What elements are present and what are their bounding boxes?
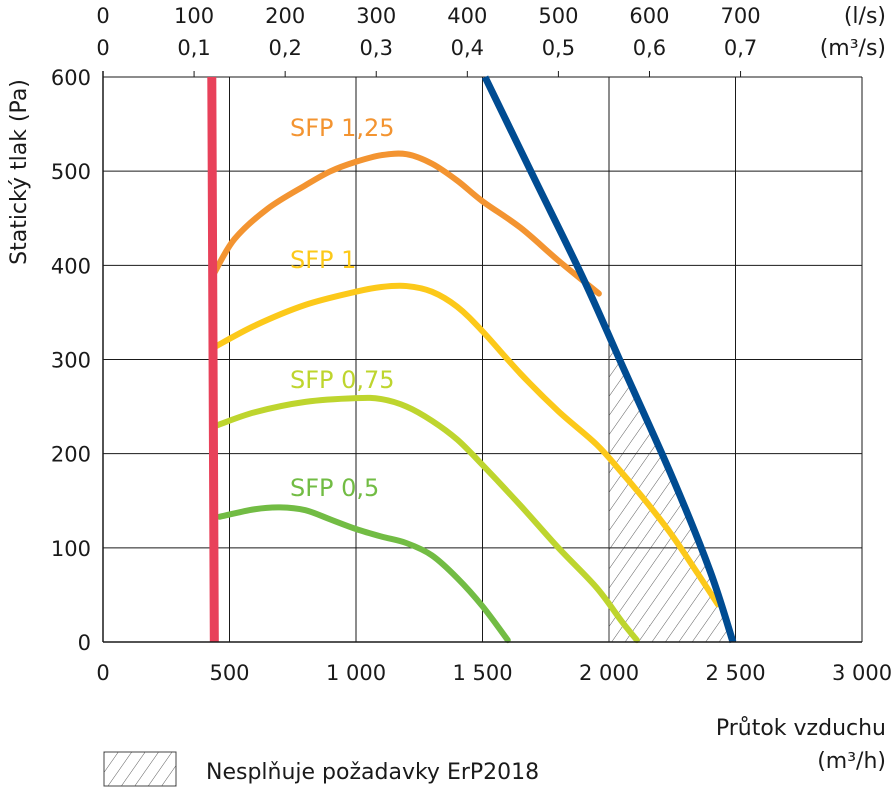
top-tick-label-m3s: 0,6 (633, 36, 666, 60)
x-tick-label: 2 000 (579, 661, 639, 685)
x-tick-label: 1 000 (326, 661, 386, 685)
x-tick-label: 3 000 (832, 661, 892, 685)
top-tick-label-m3s: 0 (96, 36, 109, 60)
top-tick-label-ls: 700 (721, 4, 761, 28)
legend-label: Nesplňuje požadavky ErP2018 (206, 760, 539, 785)
min-flow-line (207, 76, 219, 643)
x-tick-label: 0 (96, 661, 109, 685)
y-tick-label: 400 (51, 254, 91, 278)
top-tick-label-m3s: 0,2 (268, 36, 301, 60)
y-tick-label: 200 (51, 443, 91, 467)
sfp-curve (216, 504, 511, 644)
top-tick-label-ls: 100 (174, 4, 214, 28)
axes: 0 500 1 000 1 500 2 000 2 500 3 000 0 100 200 300 4… (51, 4, 892, 685)
top-tick-label-m3s: 0,5 (542, 36, 575, 60)
sfp-curve (213, 394, 640, 644)
legend-hatch-swatch (103, 751, 177, 787)
sfp-curve (211, 282, 721, 608)
top-tick-label-m3s: 0,4 (451, 36, 484, 60)
top-tick-label-m3s: 0,3 (360, 36, 393, 60)
top-tick-label-ls: 600 (629, 4, 669, 28)
x-tick-label: 1 500 (452, 661, 512, 685)
sfp-label: SFP 0,5 (290, 474, 379, 502)
y-tick-label: 300 (51, 349, 91, 373)
y-tick-label: 0 (78, 631, 91, 655)
x-axis-title: Průtok vzduchu (716, 716, 886, 741)
top-tick-label-ls: 0 (96, 4, 109, 28)
top-tick-label-ls: 300 (356, 4, 396, 28)
top-tick-label-ls: 400 (447, 4, 487, 28)
sfp-curve (211, 150, 602, 297)
x-tick-label: 2 500 (705, 661, 765, 685)
y-tick-label: 100 (51, 537, 91, 561)
max-flow-line (481, 75, 737, 644)
y-tick-label: 500 (51, 160, 91, 184)
sfp-label: SFP 1,25 (290, 114, 395, 142)
top-tick-label-m3s: 0,7 (724, 36, 757, 60)
top-axis-unit-ls: (l/s) (844, 4, 886, 29)
top-tick-label-m3s: 0,1 (177, 36, 210, 60)
y-axis-title: Statický tlak (Pa) (7, 79, 32, 265)
sfp-label: SFP 0,75 (290, 366, 395, 394)
top-axis-unit-m3s: (m³/s) (820, 36, 886, 61)
series-lines: SFP 1,25 SFP 1 SFP 0,75 SFP 0,5 (207, 75, 737, 644)
x-tick-label: 500 (209, 661, 249, 685)
x-axis-unit: (m³/h) (817, 749, 886, 774)
sfp-label: SFP 1 (290, 246, 356, 274)
top-tick-label-ls: 200 (265, 4, 305, 28)
top-tick-label-ls: 500 (538, 4, 578, 28)
y-tick-label: 600 (51, 66, 91, 90)
